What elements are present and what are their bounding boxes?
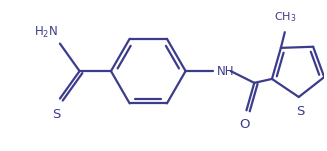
Text: H$_2$N: H$_2$N [34, 25, 58, 40]
Text: NH: NH [217, 65, 234, 78]
Text: O: O [239, 118, 250, 131]
Text: CH$_3$: CH$_3$ [274, 11, 296, 24]
Text: S: S [297, 105, 305, 118]
Text: S: S [52, 108, 60, 121]
